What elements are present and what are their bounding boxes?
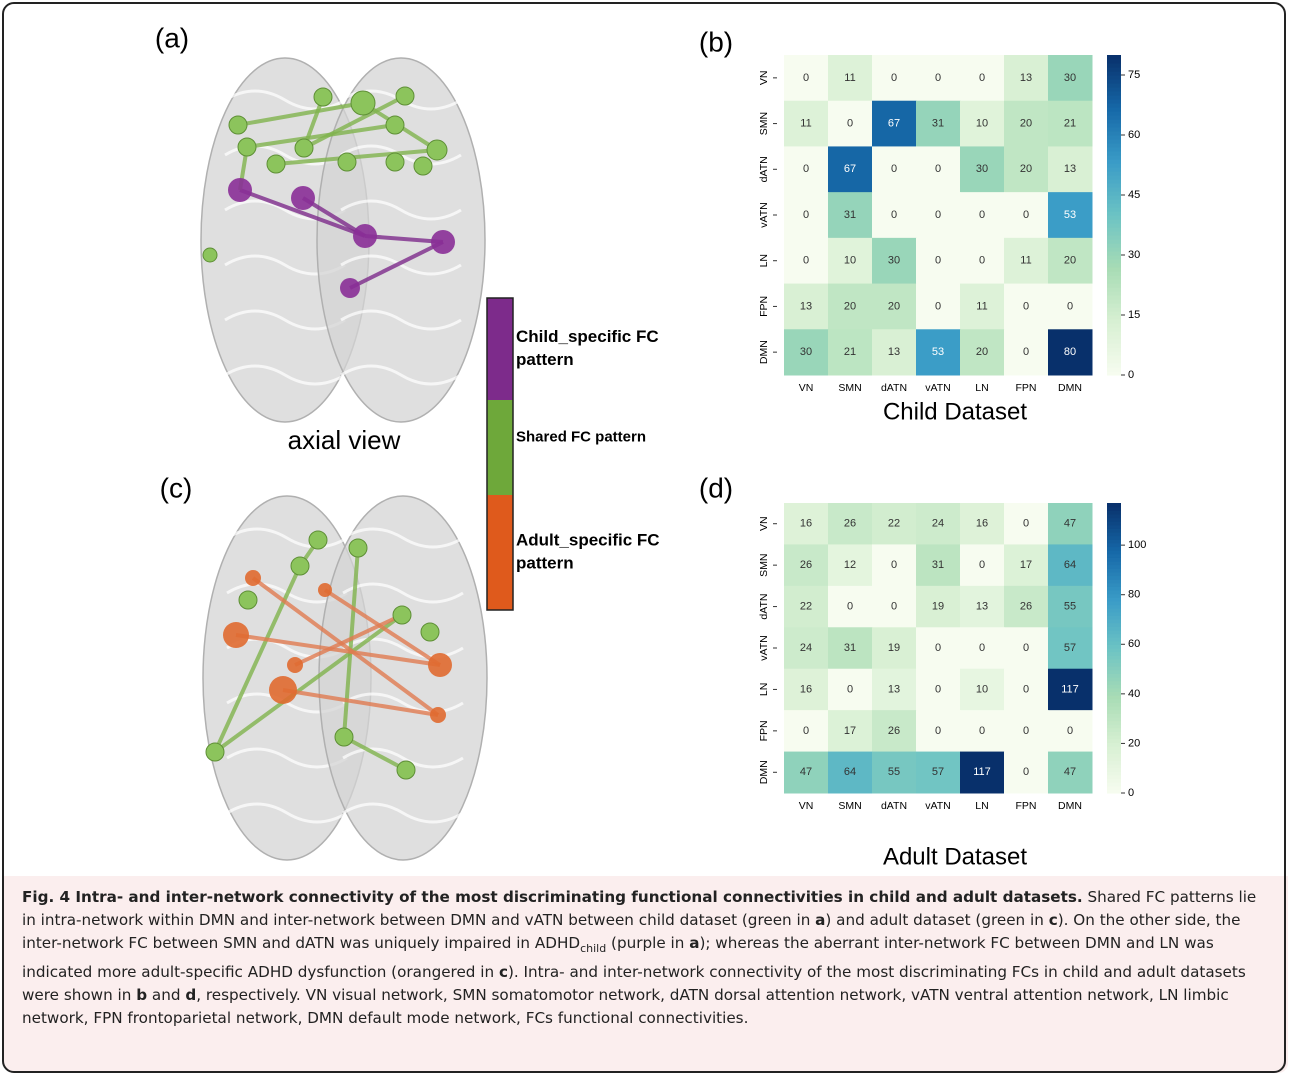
frame <box>2 2 1286 1073</box>
figure-page: (a) (b) (c) (d) axial view Child_specifi… <box>0 0 1292 1079</box>
